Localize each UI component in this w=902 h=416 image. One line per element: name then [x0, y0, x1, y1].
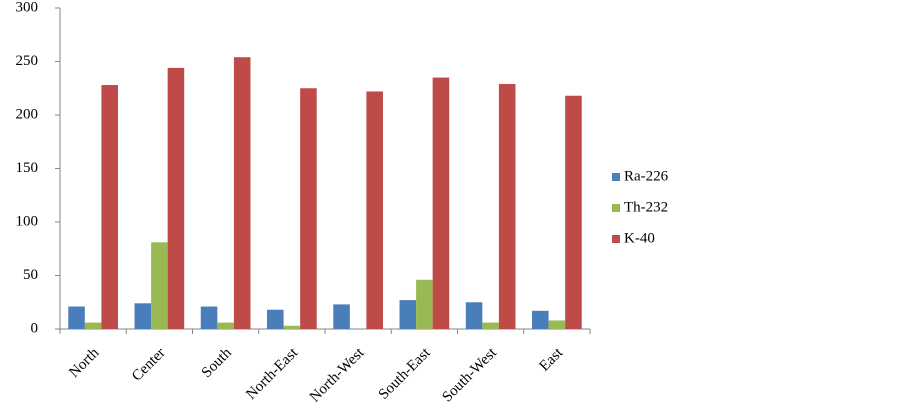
bar: [300, 88, 317, 329]
legend-label: Ra-226: [624, 168, 669, 184]
bar: [532, 310, 549, 329]
bar: [498, 83, 516, 329]
legend-label: Th-232: [624, 199, 668, 215]
bar: [84, 322, 102, 329]
y-tick-label: 200: [16, 106, 39, 122]
x-tick-label: South: [199, 345, 235, 381]
x-tick-label: East: [537, 344, 567, 374]
x-tick-label: South-East: [376, 344, 434, 402]
bar: [565, 95, 582, 330]
bar: [101, 85, 118, 329]
y-tick-label: 250: [16, 53, 39, 69]
y-tick-label: 0: [31, 320, 39, 336]
bar: [200, 306, 218, 329]
bar: [482, 322, 499, 329]
bar: [68, 306, 85, 329]
bar: [134, 303, 152, 329]
bar: [217, 322, 234, 329]
bar: [233, 57, 251, 329]
legend-swatch: [612, 173, 620, 181]
bar: [548, 320, 566, 329]
x-tick-label: South-West: [439, 344, 500, 405]
bar: [167, 67, 185, 330]
bar: [432, 77, 450, 329]
bar: [465, 302, 483, 329]
x-tick-label: North-East: [243, 344, 301, 402]
x-tick-label: North-West: [307, 344, 368, 405]
x-tick-label: Center: [129, 345, 169, 385]
legend-label: K-40: [624, 230, 655, 246]
bar: [399, 300, 417, 329]
bar: [151, 242, 168, 329]
x-tick-label: North: [66, 345, 102, 381]
bar: [267, 309, 284, 329]
y-tick-label: 100: [16, 213, 39, 229]
y-tick-label: 150: [16, 160, 39, 176]
legend-swatch: [612, 235, 620, 243]
bar: [283, 325, 301, 329]
y-tick-label: 300: [16, 0, 39, 15]
legend-swatch: [612, 204, 620, 212]
y-tick-label: 50: [23, 267, 38, 283]
bar: [333, 304, 350, 329]
bar: [366, 91, 383, 330]
bar: [416, 279, 433, 329]
